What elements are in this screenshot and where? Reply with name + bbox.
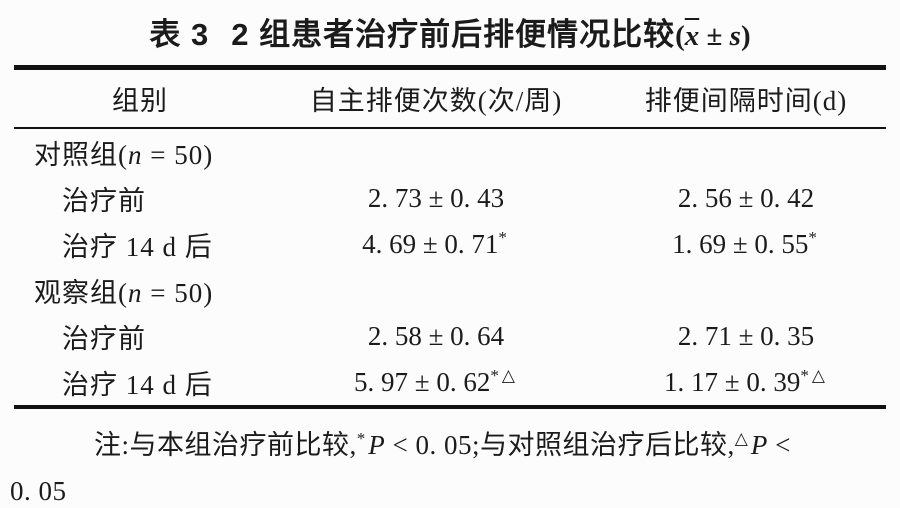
n-symbol: n	[128, 277, 143, 308]
group-label-text: 观察组(	[34, 277, 128, 308]
asterisk-marker: *	[356, 429, 369, 448]
group-label-n-value: = 50)	[142, 139, 214, 170]
header-bowel-interval: 排便间隔时间(d)	[606, 67, 886, 129]
xbar-symbol: x	[684, 20, 700, 52]
value-text: 4. 69 ± 0. 71	[362, 228, 499, 259]
footnote-line-1: 注:与本组治疗前比较,*P < 0. 05;与对照组治疗后比较,△P <	[10, 422, 890, 468]
value-cell: 1. 69 ± 0. 55*	[606, 221, 886, 267]
value-cell: 2. 58 ± 0. 64	[266, 313, 606, 359]
value-cell: 2. 71 ± 0. 35	[606, 313, 886, 359]
paren-close: )	[740, 20, 751, 52]
group-label-n-value: = 50)	[142, 277, 214, 308]
significance-marker: *	[498, 227, 510, 247]
footnote-text: 注:与本组治疗前比较,	[94, 430, 357, 460]
value-cell: 1. 17 ± 0. 39*△	[606, 359, 886, 407]
header-bowel-frequency: 自主排便次数(次/周)	[266, 67, 606, 129]
value-cell: 4. 69 ± 0. 71*	[266, 221, 606, 267]
value-text: 1. 17 ± 0. 39	[664, 366, 801, 397]
table-title: 表 3 2 组患者治疗前后排便情况比较(x ± s)	[0, 0, 900, 54]
s-symbol: s	[729, 20, 741, 52]
value-text: 2. 58 ± 0. 64	[367, 320, 505, 351]
table-row-group-observation: 观察组(n = 50)	[14, 267, 886, 313]
value-text: 1. 69 ± 0. 55	[672, 228, 809, 259]
group-label-control: 对照组(n = 50)	[14, 128, 886, 175]
p-symbol: P	[368, 430, 386, 460]
value-text: 2. 71 ± 0. 35	[677, 320, 815, 351]
group-label-observation: 观察组(n = 50)	[14, 267, 886, 313]
footnote-line-2: 0. 05	[10, 476, 67, 506]
row-label-pre-treatment: 治疗前	[62, 185, 146, 216]
significance-marker: *△	[490, 365, 518, 385]
p-symbol: P	[750, 430, 768, 460]
n-symbol: n	[128, 139, 143, 170]
table-title-text: 2 组患者治疗前后排便情况比较	[231, 17, 676, 52]
stat-notation: (x ± s)	[675, 20, 751, 52]
row-label-post-treatment: 治疗 14 d 后	[62, 231, 213, 262]
table-number: 表 3	[149, 17, 210, 52]
row-label-post-treatment: 治疗 14 d 后	[62, 369, 213, 400]
table-row-group-control: 对照组(n = 50)	[14, 128, 886, 175]
table-row: 治疗前 2. 58 ± 0. 64 2. 71 ± 0. 35	[14, 313, 886, 359]
value-cell: 5. 97 ± 0. 62*△	[266, 359, 606, 407]
significance-marker: *	[808, 227, 820, 247]
value-text: 2. 56 ± 0. 42	[677, 182, 815, 213]
footnote-text: <	[767, 430, 791, 460]
comparison-table: 组别 自主排便次数(次/周) 排便间隔时间(d) 对照组(n = 50) 治疗前…	[14, 65, 886, 409]
header-group: 组别	[14, 67, 266, 129]
table-row: 治疗 14 d 后 4. 69 ± 0. 71* 1. 69 ± 0. 55*	[14, 221, 886, 267]
table-row: 治疗前 2. 73 ± 0. 43 2. 56 ± 0. 42	[14, 175, 886, 221]
plus-minus: ±	[699, 20, 730, 52]
table-row: 治疗 14 d 后 5. 97 ± 0. 62*△ 1. 17 ± 0. 39*…	[14, 359, 886, 407]
table-footnote: 注:与本组治疗前比较,*P < 0. 05;与对照组治疗后比较,△P < 0. …	[10, 422, 890, 508]
header-row: 组别 自主排便次数(次/周) 排便间隔时间(d)	[14, 67, 886, 129]
footnote-text: < 0. 05;与对照组治疗后比较,	[385, 430, 735, 460]
paren-open: (	[675, 20, 685, 52]
significance-marker: *△	[800, 365, 828, 385]
row-label-pre-treatment: 治疗前	[62, 323, 146, 354]
value-text: 2. 73 ± 0. 43	[367, 182, 505, 213]
triangle-marker: △	[734, 429, 751, 448]
value-cell: 2. 56 ± 0. 42	[606, 175, 886, 221]
value-cell: 2. 73 ± 0. 43	[266, 175, 606, 221]
group-label-text: 对照组(	[34, 139, 128, 170]
value-text: 5. 97 ± 0. 62	[354, 366, 491, 397]
